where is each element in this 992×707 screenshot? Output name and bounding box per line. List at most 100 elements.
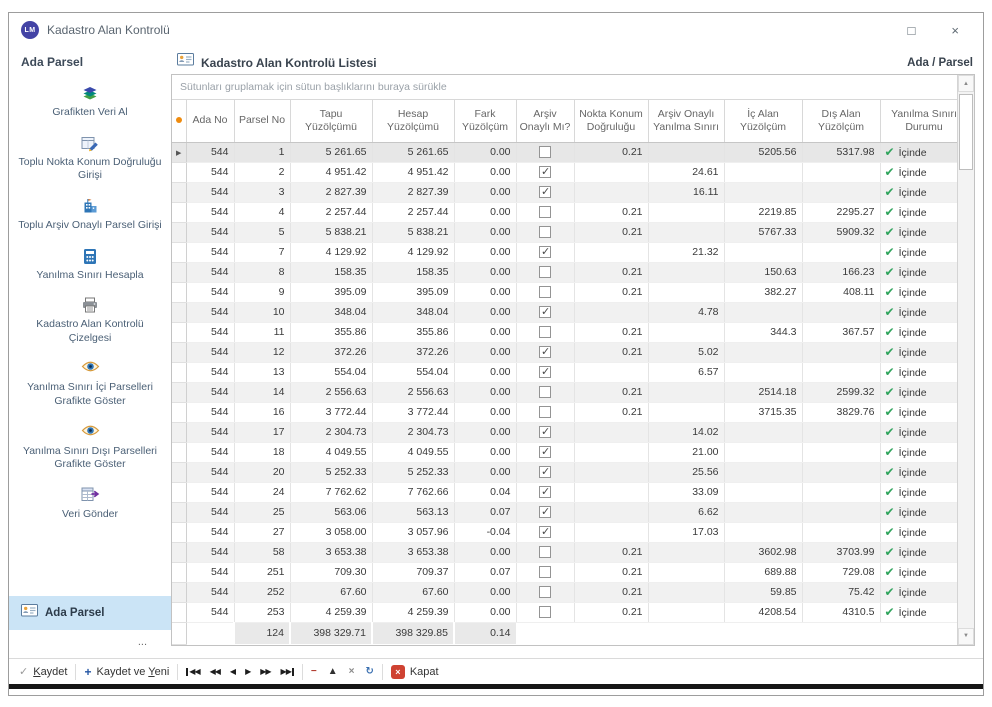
cell-nokta[interactable]: 0.21 [574, 382, 649, 403]
sidebar-item[interactable]: Toplu Arşiv Onaylı Parsel Girişi [9, 198, 171, 248]
cell-hesap[interactable]: 372.26 [372, 342, 455, 363]
cell-nokta[interactable]: 0.21 [574, 202, 649, 223]
cell-sinir[interactable]: 21.32 [648, 242, 725, 263]
cell-hesap[interactable]: 2 304.73 [372, 422, 455, 443]
cell-nokta[interactable] [574, 302, 649, 323]
cell-fark[interactable]: 0.00 [454, 582, 517, 603]
column-header-tapu[interactable]: Tapu Yüzölçümü [290, 100, 373, 143]
cell-parsel[interactable]: 1 [234, 142, 291, 163]
cell-hesap[interactable]: 3 653.38 [372, 542, 455, 563]
cell-ic[interactable] [724, 442, 803, 463]
cell-hesap[interactable]: 2 257.44 [372, 202, 455, 223]
cell-parsel[interactable]: 17 [234, 422, 291, 443]
cell-ic[interactable] [724, 502, 803, 523]
archive-approved-checkbox[interactable] [539, 566, 551, 579]
cell-tapu[interactable]: 395.09 [290, 282, 373, 303]
column-header-dis[interactable]: Dış Alan Yüzölçüm [802, 100, 881, 143]
first-record-button[interactable]: ◀◀ [186, 667, 200, 676]
cell-parsel[interactable]: 251 [234, 562, 291, 583]
cell-dis[interactable] [802, 362, 881, 383]
cell-tapu[interactable]: 5 252.33 [290, 462, 373, 483]
cell-sinir[interactable]: 6.62 [648, 502, 725, 523]
cell-ic[interactable] [724, 342, 803, 363]
cell-ada[interactable]: 544 [186, 262, 235, 283]
next-page-button[interactable]: ▶▶ [260, 667, 271, 676]
cell-ada[interactable]: 544 [186, 182, 235, 203]
cell-tapu[interactable]: 3 653.38 [290, 542, 373, 563]
close-button[interactable]: × [951, 22, 959, 38]
cell-parsel[interactable]: 10 [234, 302, 291, 323]
cell-sinir[interactable] [648, 282, 725, 303]
cell-ada[interactable]: 544 [186, 422, 235, 443]
cell-dis[interactable]: 3703.99 [802, 542, 881, 563]
cell-sinir[interactable] [648, 562, 725, 583]
cell-ada[interactable]: 544 [186, 202, 235, 223]
cell-fark[interactable]: 0.00 [454, 202, 517, 223]
cell-parsel[interactable]: 12 [234, 342, 291, 363]
cell-sinir[interactable]: 33.09 [648, 482, 725, 503]
cell-ic[interactable] [724, 302, 803, 323]
cell-ic[interactable] [724, 462, 803, 483]
cell-tapu[interactable]: 372.26 [290, 342, 373, 363]
archive-approved-checkbox[interactable] [539, 465, 551, 479]
cell-tapu[interactable]: 554.04 [290, 362, 373, 383]
cell-dis[interactable]: 5909.32 [802, 222, 881, 243]
cell-sinir[interactable]: 24.61 [648, 162, 725, 183]
archive-approved-checkbox[interactable] [539, 386, 551, 399]
cell-hesap[interactable]: 158.35 [372, 262, 455, 283]
archive-approved-checkbox[interactable] [539, 406, 551, 419]
cell-fark[interactable]: 0.00 [454, 602, 517, 623]
cell-dis[interactable]: 2599.32 [802, 382, 881, 403]
cell-tapu[interactable]: 2 304.73 [290, 422, 373, 443]
cell-sinir[interactable]: 17.03 [648, 522, 725, 543]
cell-fark[interactable]: 0.00 [454, 242, 517, 263]
cell-nokta[interactable]: 0.21 [574, 142, 649, 163]
cell-ada[interactable]: 544 [186, 602, 235, 623]
cell-ic[interactable]: 4208.54 [724, 602, 803, 623]
cell-ic[interactable]: 59.85 [724, 582, 803, 603]
cell-nokta[interactable] [574, 362, 649, 383]
save-button[interactable]: ✓ Kaydet [19, 665, 67, 679]
cell-sinir[interactable] [648, 202, 725, 223]
sidebar-item-ada-parsel[interactable]: Ada Parsel [9, 596, 171, 630]
column-header-ada[interactable]: Ada No [186, 100, 235, 143]
archive-approved-checkbox[interactable] [539, 326, 551, 339]
archive-approved-checkbox[interactable] [539, 365, 551, 379]
cell-tapu[interactable]: 5 838.21 [290, 222, 373, 243]
cell-sinir[interactable]: 14.02 [648, 422, 725, 443]
cell-ic[interactable]: 3602.98 [724, 542, 803, 563]
archive-approved-checkbox[interactable] [539, 146, 551, 159]
cell-fark[interactable]: 0.00 [454, 262, 517, 283]
column-header-nokta[interactable]: Nokta Konum Doğruluğu [574, 100, 649, 143]
column-header-durum[interactable]: Yanılma Sınırı Durumu [880, 100, 969, 143]
sidebar-overflow-button[interactable]: ... [137, 636, 147, 648]
cell-fark[interactable]: 0.00 [454, 382, 517, 403]
column-header-fark[interactable]: Fark Yüzölçüm [454, 100, 517, 143]
cell-ic[interactable]: 344.3 [724, 322, 803, 343]
cell-sinir[interactable] [648, 142, 725, 163]
cell-fark[interactable]: 0.00 [454, 422, 517, 443]
cell-parsel[interactable]: 8 [234, 262, 291, 283]
cell-ada[interactable]: 544 [186, 442, 235, 463]
cell-ada[interactable]: 544 [186, 542, 235, 563]
archive-approved-checkbox[interactable] [539, 345, 551, 359]
cell-hesap[interactable]: 563.13 [372, 502, 455, 523]
prev-page-button[interactable]: ◀◀ [209, 667, 221, 676]
cell-fark[interactable]: 0.00 [454, 362, 517, 383]
cell-fark[interactable]: 0.00 [454, 462, 517, 483]
cell-dis[interactable] [802, 342, 881, 363]
column-header-onay[interactable]: Arşiv Onaylı Mı? [516, 100, 575, 143]
cell-ada[interactable]: 544 [186, 402, 235, 423]
cell-ic[interactable]: 5205.56 [724, 142, 803, 163]
cell-tapu[interactable]: 3 772.44 [290, 402, 373, 423]
cell-hesap[interactable]: 4 129.92 [372, 242, 455, 263]
archive-approved-checkbox[interactable] [539, 165, 551, 179]
cell-parsel[interactable]: 24 [234, 482, 291, 503]
cell-ada[interactable]: 544 [186, 582, 235, 603]
sidebar-item[interactable]: Kadastro Alan Kontrolü Çizelgesi [9, 297, 171, 360]
cell-dis[interactable]: 4310.5 [802, 602, 881, 623]
cell-sinir[interactable] [648, 382, 725, 403]
group-by-panel[interactable]: Sütunları gruplamak için sütun başlıklar… [172, 75, 957, 100]
cell-nokta[interactable]: 0.21 [574, 222, 649, 243]
cell-ic[interactable]: 689.88 [724, 562, 803, 583]
